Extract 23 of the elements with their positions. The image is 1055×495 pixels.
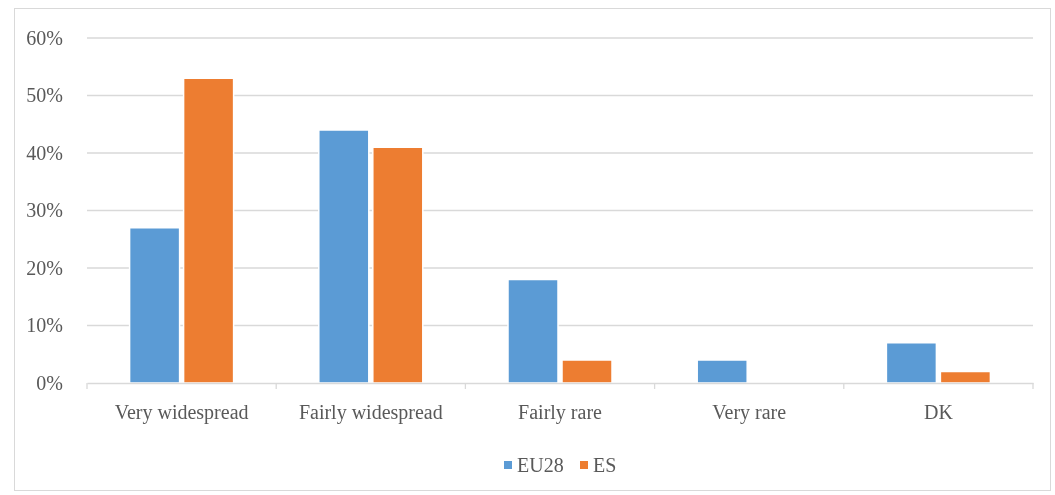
legend-label: ES [593, 454, 617, 476]
y-tick-label: 0% [36, 371, 63, 394]
y-tick-label: 20% [26, 256, 63, 279]
bar [696, 359, 748, 384]
bar [372, 146, 424, 384]
bar [561, 359, 613, 384]
bar [507, 278, 559, 384]
bar [939, 370, 992, 384]
y-tick-label: 10% [26, 314, 63, 337]
x-tick-label: Fairly widespread [298, 401, 443, 425]
y-tick-label: 30% [26, 199, 63, 222]
x-tick-label: Fairly rare [518, 401, 603, 425]
y-tick-label: 50% [26, 84, 63, 107]
x-tick-label: Very rare [712, 401, 787, 425]
bar [885, 342, 938, 384]
bar [318, 129, 370, 384]
bar [128, 227, 181, 384]
y-tick-label: 40% [26, 141, 63, 164]
y-tick-label: 60% [26, 26, 63, 49]
x-tick-label: Very widespread [114, 401, 249, 425]
x-tick-label: DK [923, 401, 954, 424]
bar [182, 77, 235, 384]
legend-label: EU28 [517, 454, 564, 476]
